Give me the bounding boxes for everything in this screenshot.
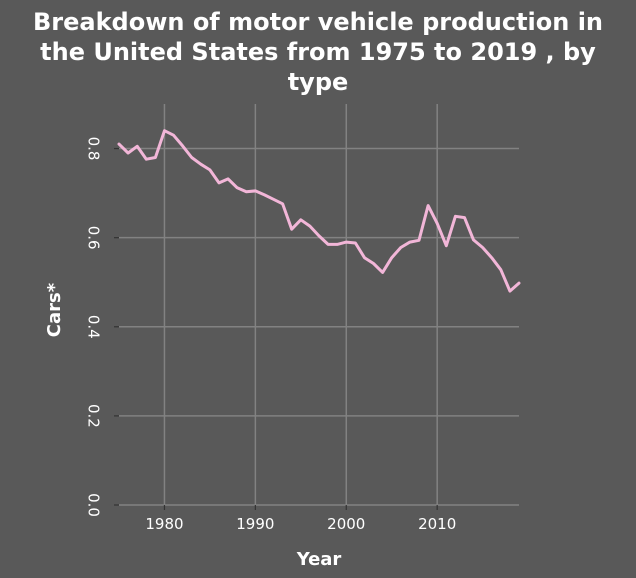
x-tick-label: 2000 (327, 515, 365, 533)
series-line (117, 129, 521, 293)
x-axis-label: Year (296, 549, 342, 570)
y-tick-label: 0.6 (85, 226, 103, 250)
y-axis-label: Cars* (44, 282, 65, 337)
y-tick-label: 0.2 (85, 404, 103, 428)
y-tick-label: 0.8 (85, 137, 103, 161)
y-axis-ticks: 0.0 0.2 0.4 0.6 0.8 (85, 137, 119, 517)
y-gridlines (119, 147, 519, 506)
y-tick-label: 0.0 (85, 493, 103, 517)
x-tick-label: 1980 (145, 515, 183, 533)
x-tick-label: 1990 (236, 515, 274, 533)
y-tick-label: 0.4 (85, 315, 103, 339)
x-tick-label: 2010 (418, 515, 456, 533)
x-gridlines (163, 104, 438, 505)
x-axis-ticks: 1980 1990 2000 2010 (145, 505, 456, 533)
chart-title-line-2: the United States from 1975 to 2019 , by (40, 38, 596, 66)
chart-title: Breakdown of motor vehicle production in… (33, 8, 603, 96)
plot-area (119, 104, 519, 505)
chart-title-line-3: type (288, 68, 349, 96)
chart-title-line-1: Breakdown of motor vehicle production in (33, 8, 603, 36)
